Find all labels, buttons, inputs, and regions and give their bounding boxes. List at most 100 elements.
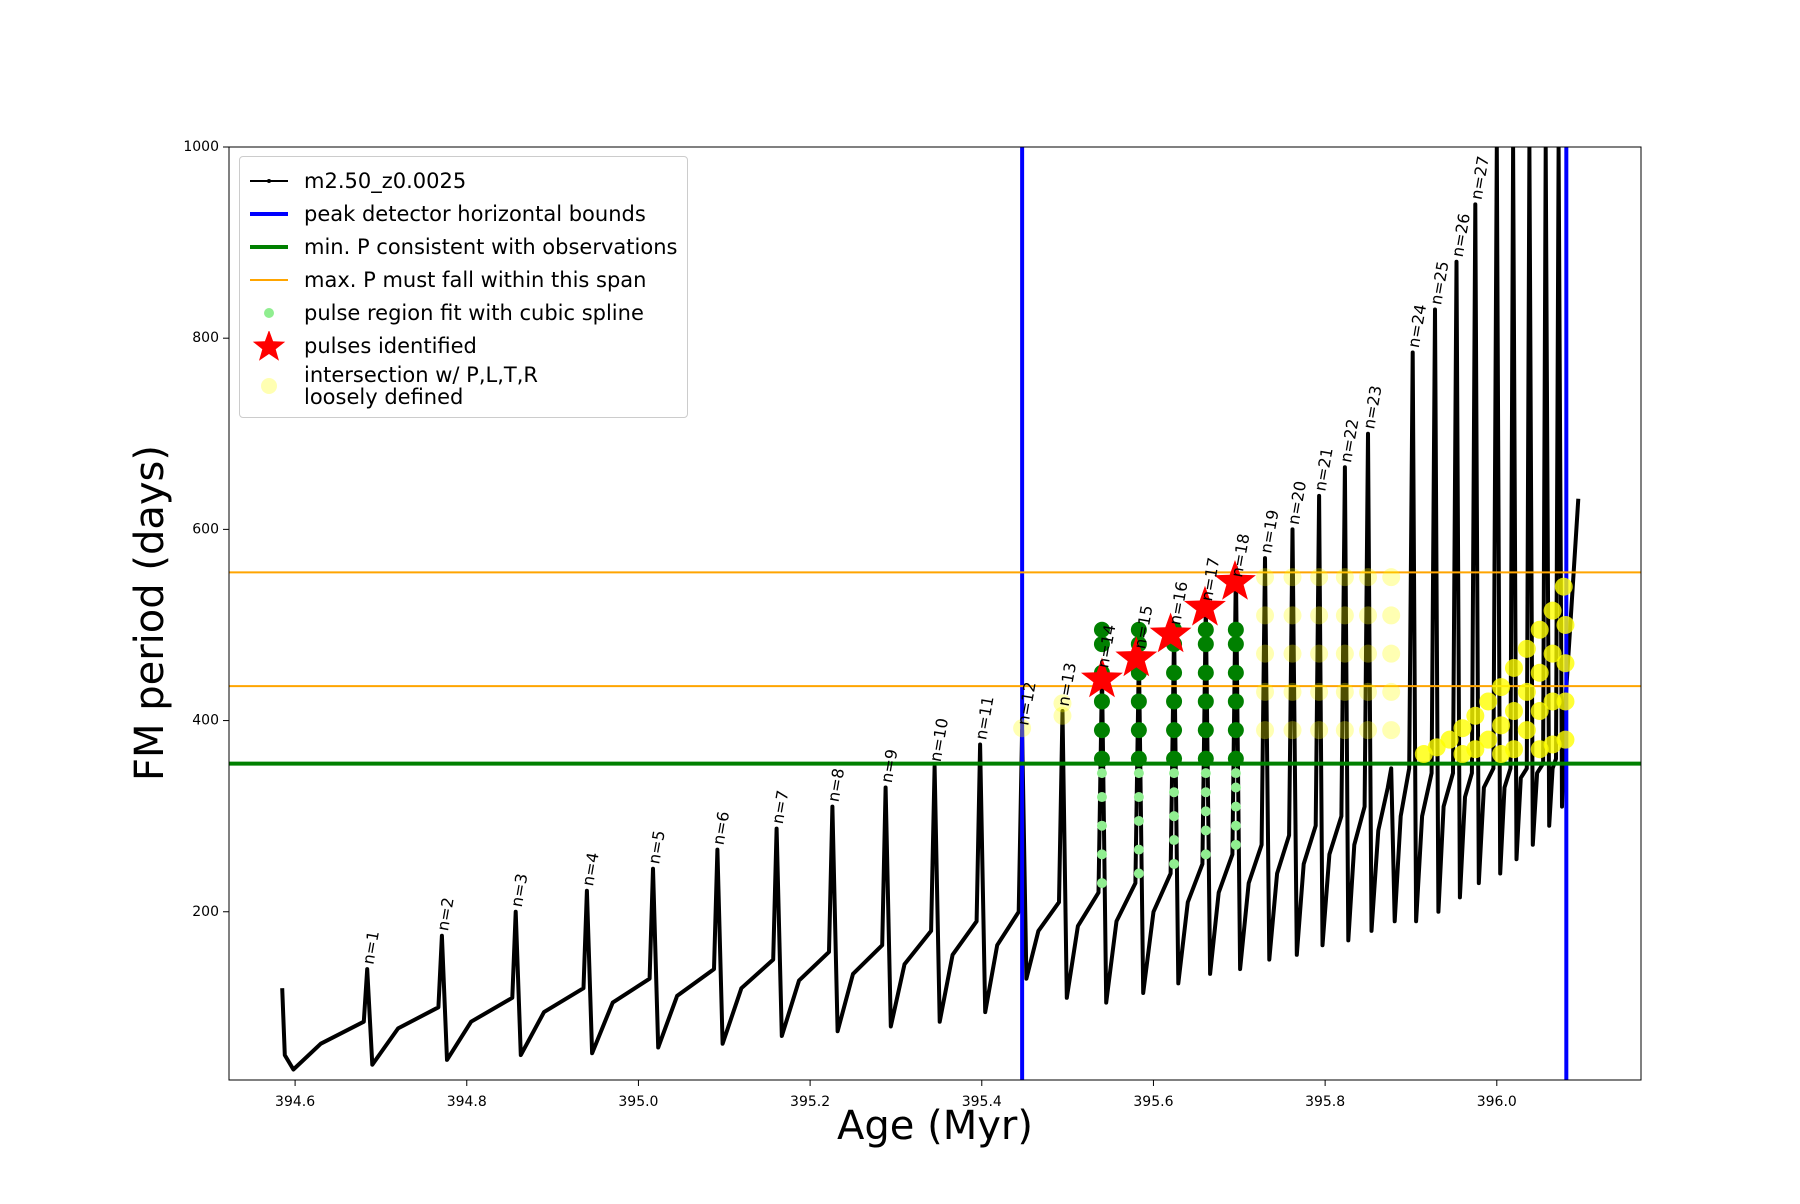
scatter-point (1096, 878, 1107, 889)
scatter-point (1197, 722, 1214, 739)
x-tick-label: 396.0 (1477, 1094, 1517, 1110)
scatter-point (1492, 716, 1511, 735)
x-tick-label: 395.2 (790, 1094, 830, 1110)
scatter-point (1335, 682, 1354, 701)
scatter-point (1166, 722, 1183, 739)
scatter-point (1200, 768, 1211, 779)
pulse-label: n=12 (1013, 680, 1039, 727)
scatter-point (1013, 719, 1032, 738)
scatter-point (1256, 721, 1275, 740)
pulse-label: n=22 (1336, 417, 1362, 464)
scatter-point (1053, 694, 1072, 713)
scatter-point (1543, 692, 1562, 711)
scatter-point (1479, 692, 1498, 711)
scatter-point (1230, 839, 1241, 850)
pulse-label: n=21 (1310, 446, 1336, 493)
scatter-point (1197, 621, 1214, 638)
legend-label: m2.50_z0.0025 (304, 168, 467, 193)
y-axis-label: FM period (days) (127, 445, 173, 781)
legend-entry: m2.50_z0.0025 (246, 166, 677, 196)
legend-entry: peak detector horizontal bounds (246, 199, 677, 229)
pulse-label: n=3 (507, 872, 532, 909)
x-tick-label: 395.4 (962, 1094, 1002, 1110)
scatter-point (1283, 606, 1302, 625)
pulse-label: n=10 (926, 717, 952, 764)
pulse-label: n=4 (578, 851, 603, 888)
pulse-label: n=2 (433, 896, 458, 933)
scatter-point (1096, 792, 1107, 803)
pulse-label: n=7 (768, 789, 793, 826)
legend-entry: pulses identified (246, 331, 677, 361)
scatter-point (1200, 849, 1211, 860)
scatter-point (1197, 750, 1214, 767)
scatter-point (1197, 664, 1214, 681)
scatter-point (1359, 606, 1378, 625)
scatter-point (1530, 663, 1549, 682)
scatter-point (1556, 615, 1575, 634)
scatter-point (1335, 721, 1354, 740)
scatter-point (1310, 606, 1329, 625)
pulse-star (1184, 585, 1226, 626)
pulse-star (1149, 612, 1192, 653)
legend-handle (261, 378, 277, 395)
y-tick-label: 800 (192, 330, 219, 346)
x-tick-label: 395.8 (1305, 1094, 1345, 1110)
scatter-point (1530, 702, 1549, 721)
scatter-point (1227, 722, 1244, 739)
pulse-star (1081, 657, 1123, 698)
legend-entry: min. P consistent with observations (246, 232, 677, 262)
scatter-point (1453, 745, 1472, 764)
scatter-point (1440, 730, 1459, 749)
legend-entry: pulse region fit with cubic spline (246, 298, 677, 328)
pulse-label: n=13 (1054, 661, 1080, 708)
scatter-point (1543, 601, 1562, 620)
scatter-point (1492, 745, 1511, 764)
scatter-point (1053, 706, 1072, 725)
scatter-point (1256, 568, 1275, 587)
scatter-point (1166, 693, 1183, 710)
scatter-point (1283, 721, 1302, 740)
scatter-point (1133, 844, 1144, 855)
scatter-point (1169, 835, 1180, 846)
legend-dot (267, 179, 271, 183)
scatter-point (1382, 721, 1401, 740)
scatter-point (1359, 644, 1378, 663)
y-tick-label: 400 (192, 713, 219, 729)
scatter-point (1169, 787, 1180, 798)
data-line (280, 147, 1581, 1072)
scatter-point (1517, 682, 1536, 701)
scatter-point (1133, 792, 1144, 803)
scatter-point (1230, 820, 1241, 831)
scatter-point (1130, 621, 1147, 638)
scatter-point (1554, 577, 1573, 596)
x-tick-label: 395.0 (618, 1094, 658, 1110)
legend-handle (252, 331, 286, 361)
scatter-point (1517, 721, 1536, 740)
pulse-label: n=11 (971, 695, 997, 742)
legend-handle (250, 279, 288, 281)
scatter-point (1093, 722, 1110, 739)
pulse-label: n=16 (1165, 580, 1191, 627)
legend-star (252, 331, 286, 361)
legend-handle (250, 245, 288, 249)
x-tick-label: 394.8 (447, 1094, 487, 1110)
pulse-star (1214, 560, 1256, 600)
scatter-point (1169, 811, 1180, 822)
legend-label: max. P must fall within this span (304, 267, 647, 292)
plot-area (229, 147, 1641, 1080)
scatter-point (1093, 621, 1110, 638)
pulse-label: n=8 (824, 767, 849, 804)
scatter-point (1133, 768, 1144, 779)
scatter-point (1227, 664, 1244, 681)
scatter-point (1166, 750, 1183, 767)
scatter-point (1530, 620, 1549, 639)
scatter-point (1093, 750, 1110, 767)
scatter-point (1227, 621, 1244, 638)
scatter-point (1283, 644, 1302, 663)
pulse-star (1115, 636, 1158, 677)
scatter-point (1256, 682, 1275, 701)
scatter-point (1093, 693, 1110, 710)
scatter-point (1197, 693, 1214, 710)
legend-handle (264, 308, 274, 318)
